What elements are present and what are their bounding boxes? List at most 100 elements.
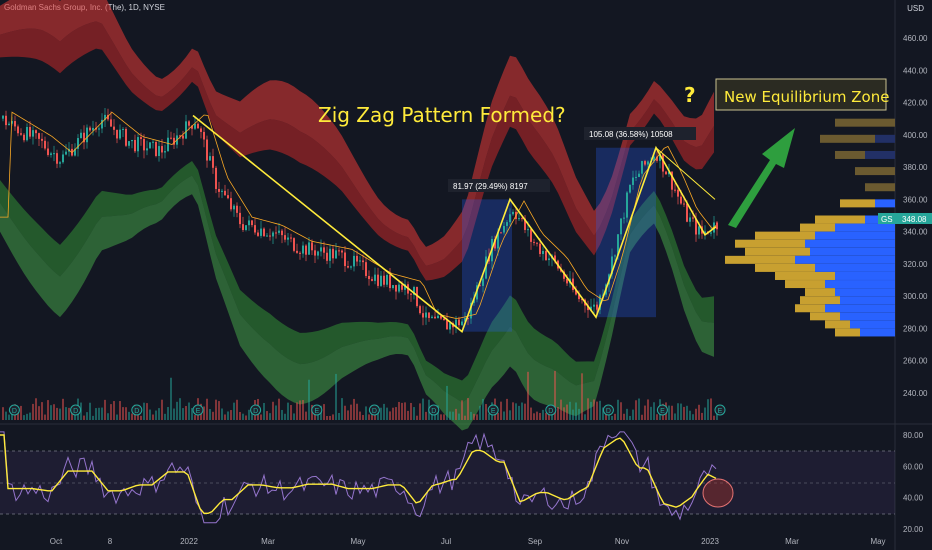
candle-body [281, 230, 283, 236]
volume-bar [593, 399, 595, 420]
candle-body [242, 224, 244, 231]
volume-bar [356, 403, 358, 420]
volume-bar [674, 413, 676, 420]
candle-body [23, 134, 25, 141]
volume-bar [2, 407, 4, 420]
candle-body [146, 148, 148, 151]
event-marker-label: E [196, 408, 201, 415]
candle-body [542, 250, 544, 255]
candle-body [434, 316, 436, 319]
candle-body [614, 255, 616, 257]
event-marker-label: D [372, 408, 377, 415]
candle-body [128, 141, 130, 146]
volume-bar [641, 414, 643, 420]
volume-bar [569, 401, 571, 420]
candle-body [44, 140, 46, 149]
volume-bar [167, 407, 169, 420]
candle-body [665, 171, 667, 175]
volume-bar [401, 402, 403, 420]
moving-average-line [0, 111, 717, 319]
candle-body [386, 274, 388, 285]
candle-body [59, 162, 61, 164]
volume-bar [272, 401, 274, 420]
volume-bar [308, 379, 310, 420]
candle-body [182, 135, 184, 139]
candle-body [461, 321, 463, 326]
volume-bar [698, 404, 700, 420]
volume-bar [173, 408, 175, 420]
volume-bar [365, 406, 367, 420]
profile-row-blue [875, 134, 895, 143]
volume-bar [581, 373, 583, 420]
volume-bar [566, 404, 568, 420]
candle-body [329, 248, 331, 261]
candle-body [311, 242, 313, 251]
volume-bar [389, 411, 391, 420]
candle-body [593, 304, 595, 307]
candle-body [269, 235, 271, 237]
candle-body [518, 218, 520, 220]
candle-body [668, 171, 670, 175]
candle-body [692, 217, 694, 219]
volume-bar [227, 411, 229, 420]
volume-bar [296, 402, 298, 420]
volume-bar [305, 411, 307, 420]
event-marker [714, 404, 726, 416]
profile-row-gold [835, 118, 895, 127]
volume-bar [638, 398, 640, 420]
candle-body [617, 234, 619, 256]
candle-body [50, 153, 52, 155]
volume-bar [347, 410, 349, 420]
candle-body [455, 319, 457, 328]
volume-bar [230, 410, 232, 420]
candle-body [26, 126, 28, 141]
candle-body [212, 156, 214, 168]
candle-body [188, 121, 190, 126]
candle-body [698, 226, 700, 235]
candles [0, 108, 718, 335]
currency-label: USD [907, 4, 924, 13]
candle-body [626, 192, 628, 218]
candle-body [158, 146, 160, 156]
volume-bar [323, 404, 325, 420]
volume-bar [644, 405, 646, 420]
volume-bar [527, 371, 529, 420]
profile-row-blue [875, 199, 895, 208]
volume-bar [179, 398, 181, 420]
candle-body [254, 225, 256, 233]
volume-bar [89, 402, 91, 420]
profile-row-gold [825, 320, 850, 329]
event-marker [192, 404, 204, 416]
event-marker-label: E [491, 408, 496, 415]
candle-body [413, 287, 415, 295]
price-tick-1: 440.00 [903, 66, 928, 75]
candle-body [134, 139, 136, 152]
time-tick-4: May [350, 537, 365, 546]
candle-body [326, 252, 328, 261]
zone-label: New Equilibrium Zone [724, 88, 889, 106]
last-price-symbol-tag [878, 213, 898, 224]
candle-body [152, 141, 154, 143]
volume-bar [212, 411, 214, 420]
volume-bar [632, 409, 634, 420]
event-marker-label: E [314, 408, 319, 415]
volume-bar [629, 415, 631, 420]
profile-row-blue [835, 288, 895, 297]
candle-body [686, 203, 688, 222]
volume-bar [689, 410, 691, 420]
volume-bar [470, 411, 472, 420]
volume-bar [704, 407, 706, 420]
question-mark: ? [684, 83, 696, 107]
volume-bar [248, 409, 250, 420]
volume-bar [479, 405, 481, 420]
event-marker-label: D [12, 408, 17, 415]
candle-body [572, 278, 574, 290]
candle-body [422, 313, 424, 318]
event-marker [8, 404, 20, 416]
candle-body [371, 279, 373, 281]
candle-body [359, 260, 361, 262]
event-marker-label: D [606, 408, 611, 415]
candle-body [479, 285, 481, 287]
candle-body [206, 139, 208, 161]
